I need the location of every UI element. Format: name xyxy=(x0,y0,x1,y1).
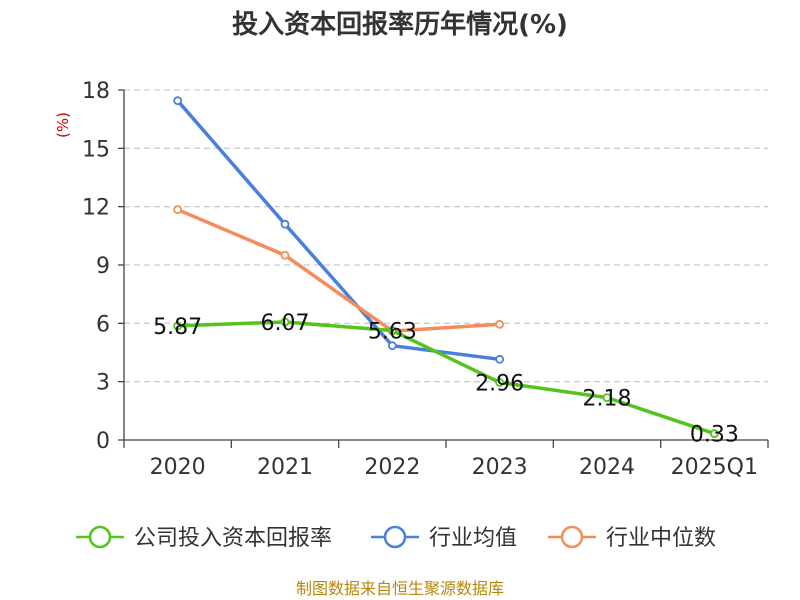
data-point xyxy=(495,354,505,364)
series-line xyxy=(175,207,502,333)
legend-marker xyxy=(383,525,407,549)
data-point xyxy=(495,378,505,387)
legend-item-1[interactable]: 行业均值 xyxy=(371,525,517,551)
x-tick-label: 2023 xyxy=(472,455,528,480)
data-label: 6.07 xyxy=(261,311,310,336)
data-point xyxy=(173,96,183,106)
series-0 xyxy=(173,317,719,438)
data-point xyxy=(387,326,397,335)
legend-marker xyxy=(560,525,584,549)
data-point xyxy=(280,317,290,327)
series-1 xyxy=(173,96,505,364)
legend-label: 公司投入资本回报率 xyxy=(134,526,332,551)
legend-label: 行业中位数 xyxy=(606,526,716,551)
data-point xyxy=(173,205,183,214)
series-2 xyxy=(173,205,505,336)
y-tick-label: 0 xyxy=(96,429,110,454)
x-tick-label: 2022 xyxy=(364,455,420,480)
y-tick-label: 15 xyxy=(82,137,110,162)
series-lines xyxy=(173,96,719,438)
x-tick-label: 2021 xyxy=(257,455,313,480)
series-line xyxy=(175,98,502,362)
data-point xyxy=(495,319,505,329)
data-label: 2.96 xyxy=(475,371,524,396)
data-point xyxy=(602,393,612,403)
axes xyxy=(118,89,769,448)
y-axis-unit: (%) xyxy=(54,112,72,138)
legend[interactable]: 公司投入资本回报率 行业均值 行业中位数 xyxy=(76,525,716,551)
y-tick-label: 12 xyxy=(82,196,110,221)
x-tick-labels: 2020 2021 2022 2023 2024 2025Q1 xyxy=(150,455,758,480)
data-label: 0.33 xyxy=(690,423,739,448)
x-tick-label: 2024 xyxy=(579,455,635,480)
data-point xyxy=(387,341,397,351)
series-line xyxy=(175,320,717,436)
y-tick-label: 9 xyxy=(96,254,110,279)
y-tick-label: 18 xyxy=(82,79,110,104)
data-label: 5.63 xyxy=(368,320,417,345)
x-tick-label: 2025Q1 xyxy=(671,455,758,480)
y-tick-labels: 0 3 6 9 12 15 18 xyxy=(82,79,110,454)
chart-title: 投入资本回报率历年情况(%) xyxy=(232,9,568,40)
data-label: 5.87 xyxy=(153,315,202,340)
data-point xyxy=(173,321,183,331)
legend-item-0[interactable]: 公司投入资本回报率 xyxy=(76,525,332,551)
data-label: 2.18 xyxy=(583,387,632,412)
legend-item-2[interactable]: 行业中位数 xyxy=(548,525,716,551)
x-tick-label: 2020 xyxy=(150,455,206,480)
legend-label: 行业均值 xyxy=(429,526,517,551)
data-labels: 5.87 6.07 5.63 2.96 2.18 0.33 xyxy=(153,311,739,448)
gridlines xyxy=(124,89,768,383)
legend-marker xyxy=(88,525,112,549)
y-tick-label: 3 xyxy=(96,371,110,396)
data-point xyxy=(709,429,719,438)
data-point xyxy=(280,219,290,229)
y-tick-label: 6 xyxy=(96,312,110,337)
data-point xyxy=(280,250,290,260)
source-note: 制图数据来自恒生聚源数据库 xyxy=(296,579,504,598)
